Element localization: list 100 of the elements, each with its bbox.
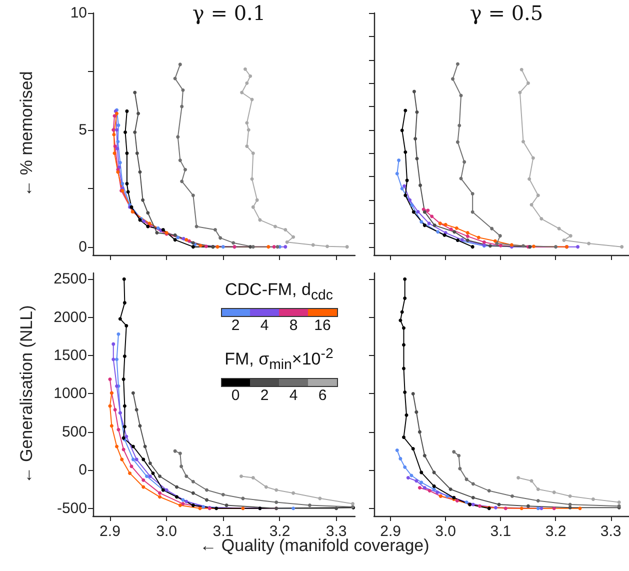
point: [285, 240, 289, 244]
point: [133, 90, 137, 94]
point: [204, 498, 208, 502]
point: [466, 238, 470, 242]
point: [350, 502, 354, 506]
point: [432, 484, 436, 488]
point: [218, 236, 222, 240]
point: [126, 190, 130, 194]
point: [246, 128, 250, 132]
point: [122, 354, 126, 358]
point: [113, 144, 117, 148]
point: [452, 230, 456, 234]
text: CDC-FM, d$_{cdc}$: [225, 280, 333, 304]
point: [530, 202, 534, 206]
x-tick-label: 3.3: [600, 523, 622, 540]
point: [587, 242, 591, 246]
point: [125, 182, 129, 186]
point: [568, 494, 572, 498]
point: [135, 152, 139, 156]
point: [451, 77, 455, 81]
point: [284, 228, 288, 232]
point: [274, 500, 278, 504]
point: [122, 377, 126, 381]
point: [251, 476, 255, 480]
point: [148, 462, 152, 466]
point: [411, 447, 415, 451]
point: [405, 178, 409, 182]
point: [134, 408, 138, 412]
point: [151, 471, 155, 475]
point: [470, 210, 474, 214]
point: [112, 128, 116, 132]
point: [274, 488, 278, 492]
point: [414, 479, 418, 483]
point: [202, 505, 206, 509]
point: [493, 239, 497, 243]
point: [456, 140, 460, 144]
point: [528, 177, 532, 181]
point: [420, 480, 424, 484]
y-tick-label: 1500: [54, 347, 87, 364]
point: [122, 277, 126, 281]
point: [116, 332, 120, 336]
point: [245, 81, 249, 85]
point: [578, 506, 582, 510]
y-tick-label: 10: [70, 4, 87, 22]
point: [173, 238, 177, 242]
point: [402, 366, 406, 370]
y-tick-label: 0: [78, 238, 87, 256]
point: [251, 205, 255, 209]
point: [116, 140, 120, 144]
point: [402, 184, 406, 188]
point: [471, 496, 475, 500]
chart-title: γ = 0.1: [192, 1, 266, 25]
x-tick-label: 3.0: [435, 523, 456, 540]
point: [122, 424, 126, 428]
point: [591, 497, 595, 501]
point: [191, 491, 195, 495]
point: [216, 245, 220, 249]
point: [540, 217, 544, 221]
point: [458, 466, 462, 470]
y-tick-label: 2000: [54, 308, 87, 326]
point: [191, 245, 195, 249]
point: [178, 452, 182, 456]
point: [251, 152, 255, 156]
point: [408, 198, 412, 202]
point: [398, 456, 402, 460]
point: [148, 474, 152, 478]
point: [128, 471, 132, 475]
point: [145, 474, 149, 478]
point: [415, 110, 419, 114]
point: [142, 458, 146, 462]
point: [400, 310, 404, 314]
point: [448, 488, 452, 492]
point: [536, 506, 540, 510]
point: [414, 137, 418, 141]
point: [345, 245, 349, 249]
point: [124, 434, 128, 438]
point: [178, 504, 182, 508]
point: [124, 324, 128, 328]
point: [213, 228, 217, 232]
point: [276, 245, 280, 249]
point: [415, 156, 419, 160]
point: [510, 494, 514, 498]
legend-label: 16: [314, 317, 331, 336]
point: [133, 130, 137, 134]
point: [449, 228, 453, 232]
point: [142, 478, 146, 482]
point: [326, 244, 330, 248]
legend-label: 6: [318, 387, 327, 406]
point: [175, 485, 178, 489]
point: [466, 234, 470, 238]
point: [530, 479, 534, 483]
point: [471, 482, 475, 486]
point: [454, 226, 458, 230]
point: [334, 506, 338, 510]
y-tick-label: 2500: [54, 270, 87, 288]
point: [122, 404, 126, 408]
point: [420, 470, 424, 474]
point: [444, 222, 448, 226]
point: [108, 377, 112, 381]
point: [531, 156, 535, 160]
